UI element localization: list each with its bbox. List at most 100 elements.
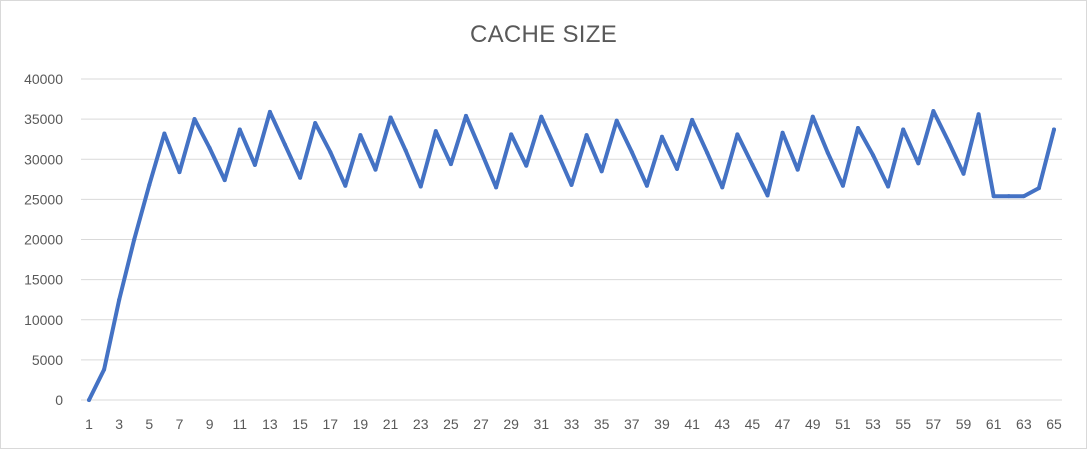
x-tick-label: 57	[926, 416, 942, 432]
data-point	[403, 148, 408, 153]
data-point	[780, 130, 785, 135]
data-point	[554, 148, 559, 153]
data-point	[705, 150, 710, 155]
data-point	[886, 184, 891, 189]
data-point	[1036, 186, 1041, 191]
y-tick-label: 35000	[24, 111, 63, 127]
y-tick-label: 5000	[32, 352, 63, 368]
data-point	[479, 149, 484, 154]
x-tick-label: 51	[835, 416, 851, 432]
data-point	[388, 115, 393, 120]
data-point	[509, 132, 514, 137]
data-point	[931, 109, 936, 114]
x-tick-label: 17	[322, 416, 338, 432]
data-point	[448, 162, 453, 167]
x-tick-label: 21	[383, 416, 399, 432]
data-point	[735, 132, 740, 137]
data-point	[524, 163, 529, 168]
data-point	[961, 171, 966, 176]
data-point	[1006, 194, 1011, 199]
y-tick-label: 20000	[24, 232, 63, 248]
data-point	[690, 117, 695, 122]
data-point	[102, 367, 107, 372]
data-point	[675, 166, 680, 171]
data-point	[463, 113, 468, 118]
data-point	[599, 169, 604, 174]
data-point	[313, 121, 318, 126]
x-tick-label: 29	[503, 416, 519, 432]
x-tick-label: 61	[986, 416, 1002, 432]
data-point	[871, 153, 876, 158]
x-tick-label: 41	[684, 416, 700, 432]
data-point	[117, 297, 122, 302]
data-point	[1021, 194, 1026, 199]
x-tick-label: 25	[443, 416, 459, 432]
x-tick-label: 65	[1046, 416, 1062, 432]
x-tick-label: 3	[115, 416, 123, 432]
data-point	[328, 150, 333, 155]
data-point	[222, 178, 227, 183]
data-point	[855, 125, 860, 130]
data-point	[916, 161, 921, 166]
data-point	[569, 182, 574, 187]
data-point	[659, 134, 664, 139]
data-point	[132, 237, 137, 242]
chart-title: CACHE SIZE	[469, 21, 618, 48]
data-point	[267, 109, 272, 114]
series-group	[87, 109, 1056, 402]
y-tick-label: 30000	[24, 151, 63, 167]
y-tick-label: 15000	[24, 272, 63, 288]
x-tick-label: 45	[745, 416, 761, 432]
data-point	[177, 170, 182, 175]
x-tick-label: 33	[564, 416, 580, 432]
data-point	[584, 133, 589, 138]
x-tick-label: 53	[865, 416, 881, 432]
data-point	[976, 112, 981, 117]
x-tick-label: 19	[353, 416, 369, 432]
x-tick-label: 11	[233, 416, 248, 432]
data-point	[825, 150, 830, 155]
data-point	[433, 129, 438, 134]
data-point	[840, 183, 845, 188]
data-point	[810, 114, 815, 119]
x-tick-label: 59	[956, 416, 972, 432]
data-point	[373, 167, 378, 172]
data-point	[539, 114, 544, 119]
data-point	[629, 150, 634, 155]
gridlines	[81, 78, 1062, 401]
y-tick-label: 0	[55, 392, 63, 408]
data-point	[795, 167, 800, 172]
x-tick-label: 37	[624, 416, 640, 432]
x-tick-label: 1	[85, 416, 93, 432]
series-line	[87, 109, 1056, 402]
x-axis-ticks: 1 3 5 7 9 11 13 15 17 19 21 23 25 27 29 31 33 35 37 39 41 43 4…	[85, 416, 1062, 432]
data-point	[252, 162, 257, 167]
data-point	[162, 131, 167, 136]
x-tick-label: 47	[775, 416, 791, 432]
data-point	[343, 183, 348, 188]
data-point	[298, 175, 303, 180]
data-point	[147, 182, 152, 187]
data-point	[87, 398, 91, 402]
data-point	[644, 183, 649, 188]
y-tick-label: 10000	[24, 312, 63, 328]
data-point	[494, 185, 499, 190]
data-point	[192, 117, 197, 122]
x-tick-label: 23	[413, 416, 429, 432]
x-tick-label: 5	[145, 416, 153, 432]
y-tick-label: 25000	[24, 191, 63, 207]
data-point	[765, 193, 770, 198]
data-point	[237, 127, 242, 132]
data-point	[207, 146, 212, 151]
x-tick-label: 35	[594, 416, 610, 432]
x-tick-label: 43	[714, 416, 730, 432]
y-tick-label: 40000	[24, 71, 63, 87]
x-tick-label: 27	[473, 416, 489, 432]
x-tick-label: 15	[292, 416, 308, 432]
x-tick-label: 39	[654, 416, 670, 432]
data-point	[418, 184, 423, 189]
data-point	[750, 162, 755, 167]
data-point	[901, 127, 906, 132]
